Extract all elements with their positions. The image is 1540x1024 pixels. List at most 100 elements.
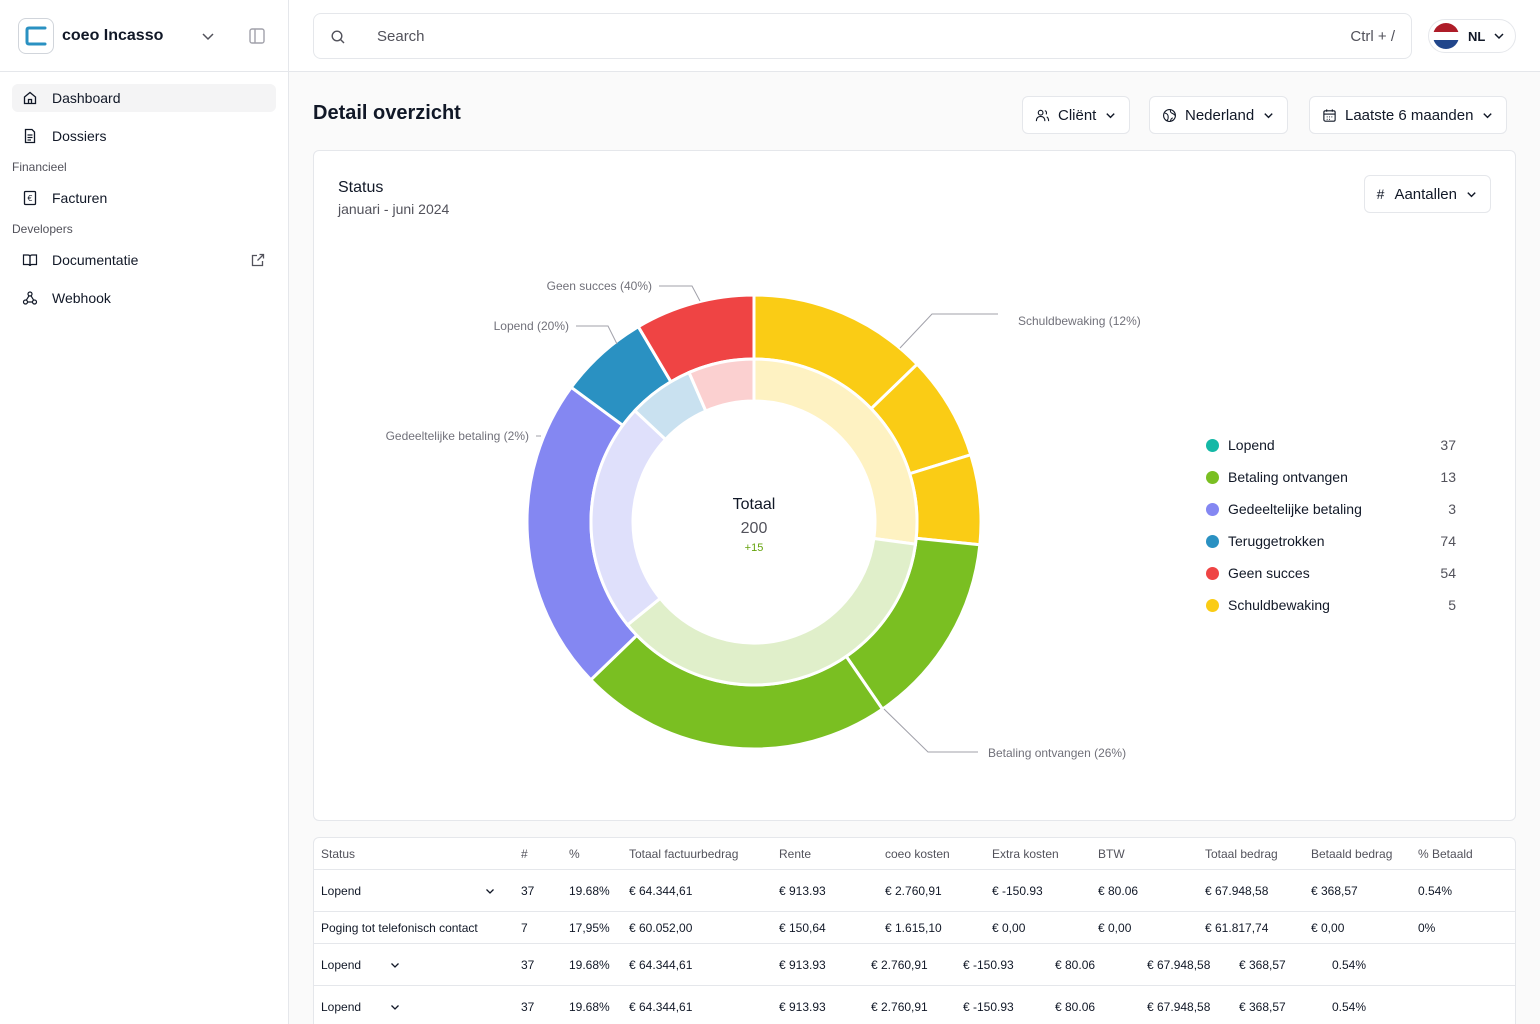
table-header-cell: %: [569, 846, 580, 861]
table-row[interactable]: Lopend 37 19.68% € 64.344,61 € 913.93 € 2.760…: [314, 944, 1515, 986]
chart-mode-button[interactable]: # Aantallen: [1363, 175, 1491, 213]
table-cell: 19.68%: [569, 999, 610, 1014]
table-cell: € 368,57: [1311, 883, 1358, 898]
chart-legend: Lopend 37 Betaling ontvangen 13 Gedeeltelijk…: [1206, 429, 1456, 621]
legend-label: Lopend: [1228, 437, 1275, 453]
table-cell: € 913.93: [779, 999, 826, 1014]
sidebar-toggle-icon[interactable]: [248, 27, 266, 45]
search-input[interactable]: Search Ctrl + /: [313, 13, 1412, 59]
legend-item[interactable]: Geen succes 54: [1206, 557, 1456, 589]
callout-label: Lopend (20%): [494, 319, 569, 333]
table-cell: € 67.948,58: [1147, 957, 1211, 972]
home-icon: [23, 91, 37, 105]
table-cell: 19.68%: [569, 957, 610, 972]
legend-value: 13: [1440, 469, 1456, 485]
chart-mode-label: Aantallen: [1394, 185, 1457, 203]
table-cell: € 913.93: [779, 957, 826, 972]
table-row[interactable]: Lopend 37 19.68% € 64.344,61 € 913.93 € 2.760…: [314, 870, 1515, 912]
table-header-cell: Totaal bedrag: [1205, 846, 1278, 861]
sidebar-item-dashboard[interactable]: Dashboard: [12, 84, 276, 112]
external-link-icon: [251, 253, 265, 267]
legend-label: Gedeeltelijke betaling: [1228, 501, 1362, 517]
table-header-cell: Totaal factuurbedrag: [629, 846, 739, 861]
legend-item[interactable]: Gedeeltelijke betaling 3: [1206, 493, 1456, 525]
sidebar-item-label: Dossiers: [52, 128, 107, 144]
sidebar-item-webhook[interactable]: Webhook: [12, 284, 276, 312]
legend-label: Geen succes: [1228, 565, 1310, 581]
donut-center-delta: +15: [745, 542, 764, 554]
calendar-icon: [1323, 108, 1336, 122]
table-cell: € 64.344,61: [629, 957, 693, 972]
globe-icon: [1163, 108, 1176, 122]
inner-slice-1[interactable]: [625, 536, 918, 687]
table-row[interactable]: Poging tot telefonisch contact 7 17,95% € 6…: [314, 912, 1515, 944]
callout-line-1: [576, 325, 618, 345]
table-cell: € 368,57: [1239, 957, 1286, 972]
sidebar-item-facturen[interactable]: € Facturen: [12, 184, 276, 212]
language-label: NL: [1468, 28, 1486, 44]
table-cell: € 0,00: [992, 920, 1026, 935]
sidebar-item-label: Dashboard: [52, 90, 121, 106]
chevron-down-icon: [1483, 112, 1493, 118]
callout-label: Betaling ontvangen (26%): [988, 746, 1126, 760]
legend-dot: [1206, 566, 1219, 580]
legend-dot: [1206, 502, 1219, 516]
legend-dot: [1206, 598, 1219, 612]
table-cell: € -150.93: [963, 999, 1014, 1014]
table-cell: € 60.052,00: [629, 920, 693, 935]
netherlands-flag-icon: [1433, 23, 1459, 49]
table-cell: 37: [521, 999, 535, 1014]
table-cell: € 80.06: [1098, 883, 1139, 898]
legend-item[interactable]: Lopend 37: [1206, 429, 1456, 461]
table-cell: € 2.760,91: [871, 957, 928, 972]
client-filter-label: Cliënt: [1058, 106, 1097, 124]
table-row[interactable]: Lopend 37 19.68% € 64.344,61 € 913.93 € 2.760…: [314, 986, 1515, 1024]
callout-label: Gedeeltelijke betaling (2%): [386, 429, 529, 443]
inner-slice-4[interactable]: [687, 357, 756, 413]
table-header-cell: BTW: [1098, 846, 1125, 861]
table-cell: 7: [521, 920, 528, 935]
sidebar-item-dossiers[interactable]: Dossiers: [12, 122, 276, 150]
table-header-cell: Status: [321, 846, 356, 861]
sidebar-item-label: Webhook: [52, 290, 111, 306]
brand-name: coeo Incasso: [62, 26, 164, 44]
table-cell: € 0,00: [1098, 920, 1132, 935]
table-header-cell: Betaald bedrag: [1311, 846, 1393, 861]
status-donut-chart: Geen succes (40%) Lopend (20%) Gedeeltelij…: [386, 279, 1141, 760]
expand-row-chevron-icon[interactable]: [389, 959, 401, 971]
country-filter-button[interactable]: Nederland: [1149, 96, 1289, 134]
legend-item[interactable]: Betaling ontvangen 13: [1206, 461, 1456, 493]
expand-row-chevron-icon[interactable]: [389, 1001, 401, 1013]
workspace-switcher[interactable]: coeo Incasso: [0, 0, 288, 72]
table-cell: € 0,00: [1311, 920, 1345, 935]
table-header-cell: Extra kosten: [992, 846, 1059, 861]
table-cell: 37: [521, 883, 535, 898]
svg-text:€: €: [27, 194, 32, 203]
sidebar-item-documentatie[interactable]: Documentatie: [12, 246, 276, 274]
chevron-down-icon: [1264, 112, 1273, 118]
table-cell: 0.54%: [1332, 957, 1367, 972]
table-cell: 0%: [1418, 920, 1436, 935]
legend-item[interactable]: Schuldbewaking 5: [1206, 589, 1456, 621]
table-cell: 0.54%: [1332, 999, 1367, 1014]
legend-value: 5: [1448, 597, 1456, 613]
document-icon: [24, 128, 36, 144]
euro-receipt-icon: €: [23, 190, 37, 206]
table-cell: Lopend: [321, 957, 362, 972]
legend-item[interactable]: Teruggetrokken 74: [1206, 525, 1456, 557]
users-icon: [1035, 109, 1050, 121]
language-selector[interactable]: NL: [1428, 19, 1516, 53]
table-cell: € 67.948,58: [1205, 883, 1269, 898]
legend-dot: [1206, 470, 1219, 484]
table-header-cell: % Betaald: [1418, 846, 1473, 861]
period-filter-button[interactable]: Laatste 6 maanden: [1309, 96, 1508, 134]
table-cell: € 80.06: [1055, 957, 1096, 972]
client-filter-button[interactable]: Cliënt: [1022, 96, 1131, 134]
page-title: Detail overzicht: [313, 102, 461, 124]
table-cell: Poging tot telefonisch contact: [321, 920, 478, 935]
chevron-down-icon[interactable]: [198, 26, 218, 46]
chart-title: Status: [338, 179, 384, 196]
legend-dot: [1206, 438, 1219, 452]
table-cell: € 80.06: [1055, 999, 1096, 1014]
expand-row-chevron-icon[interactable]: [484, 885, 496, 897]
